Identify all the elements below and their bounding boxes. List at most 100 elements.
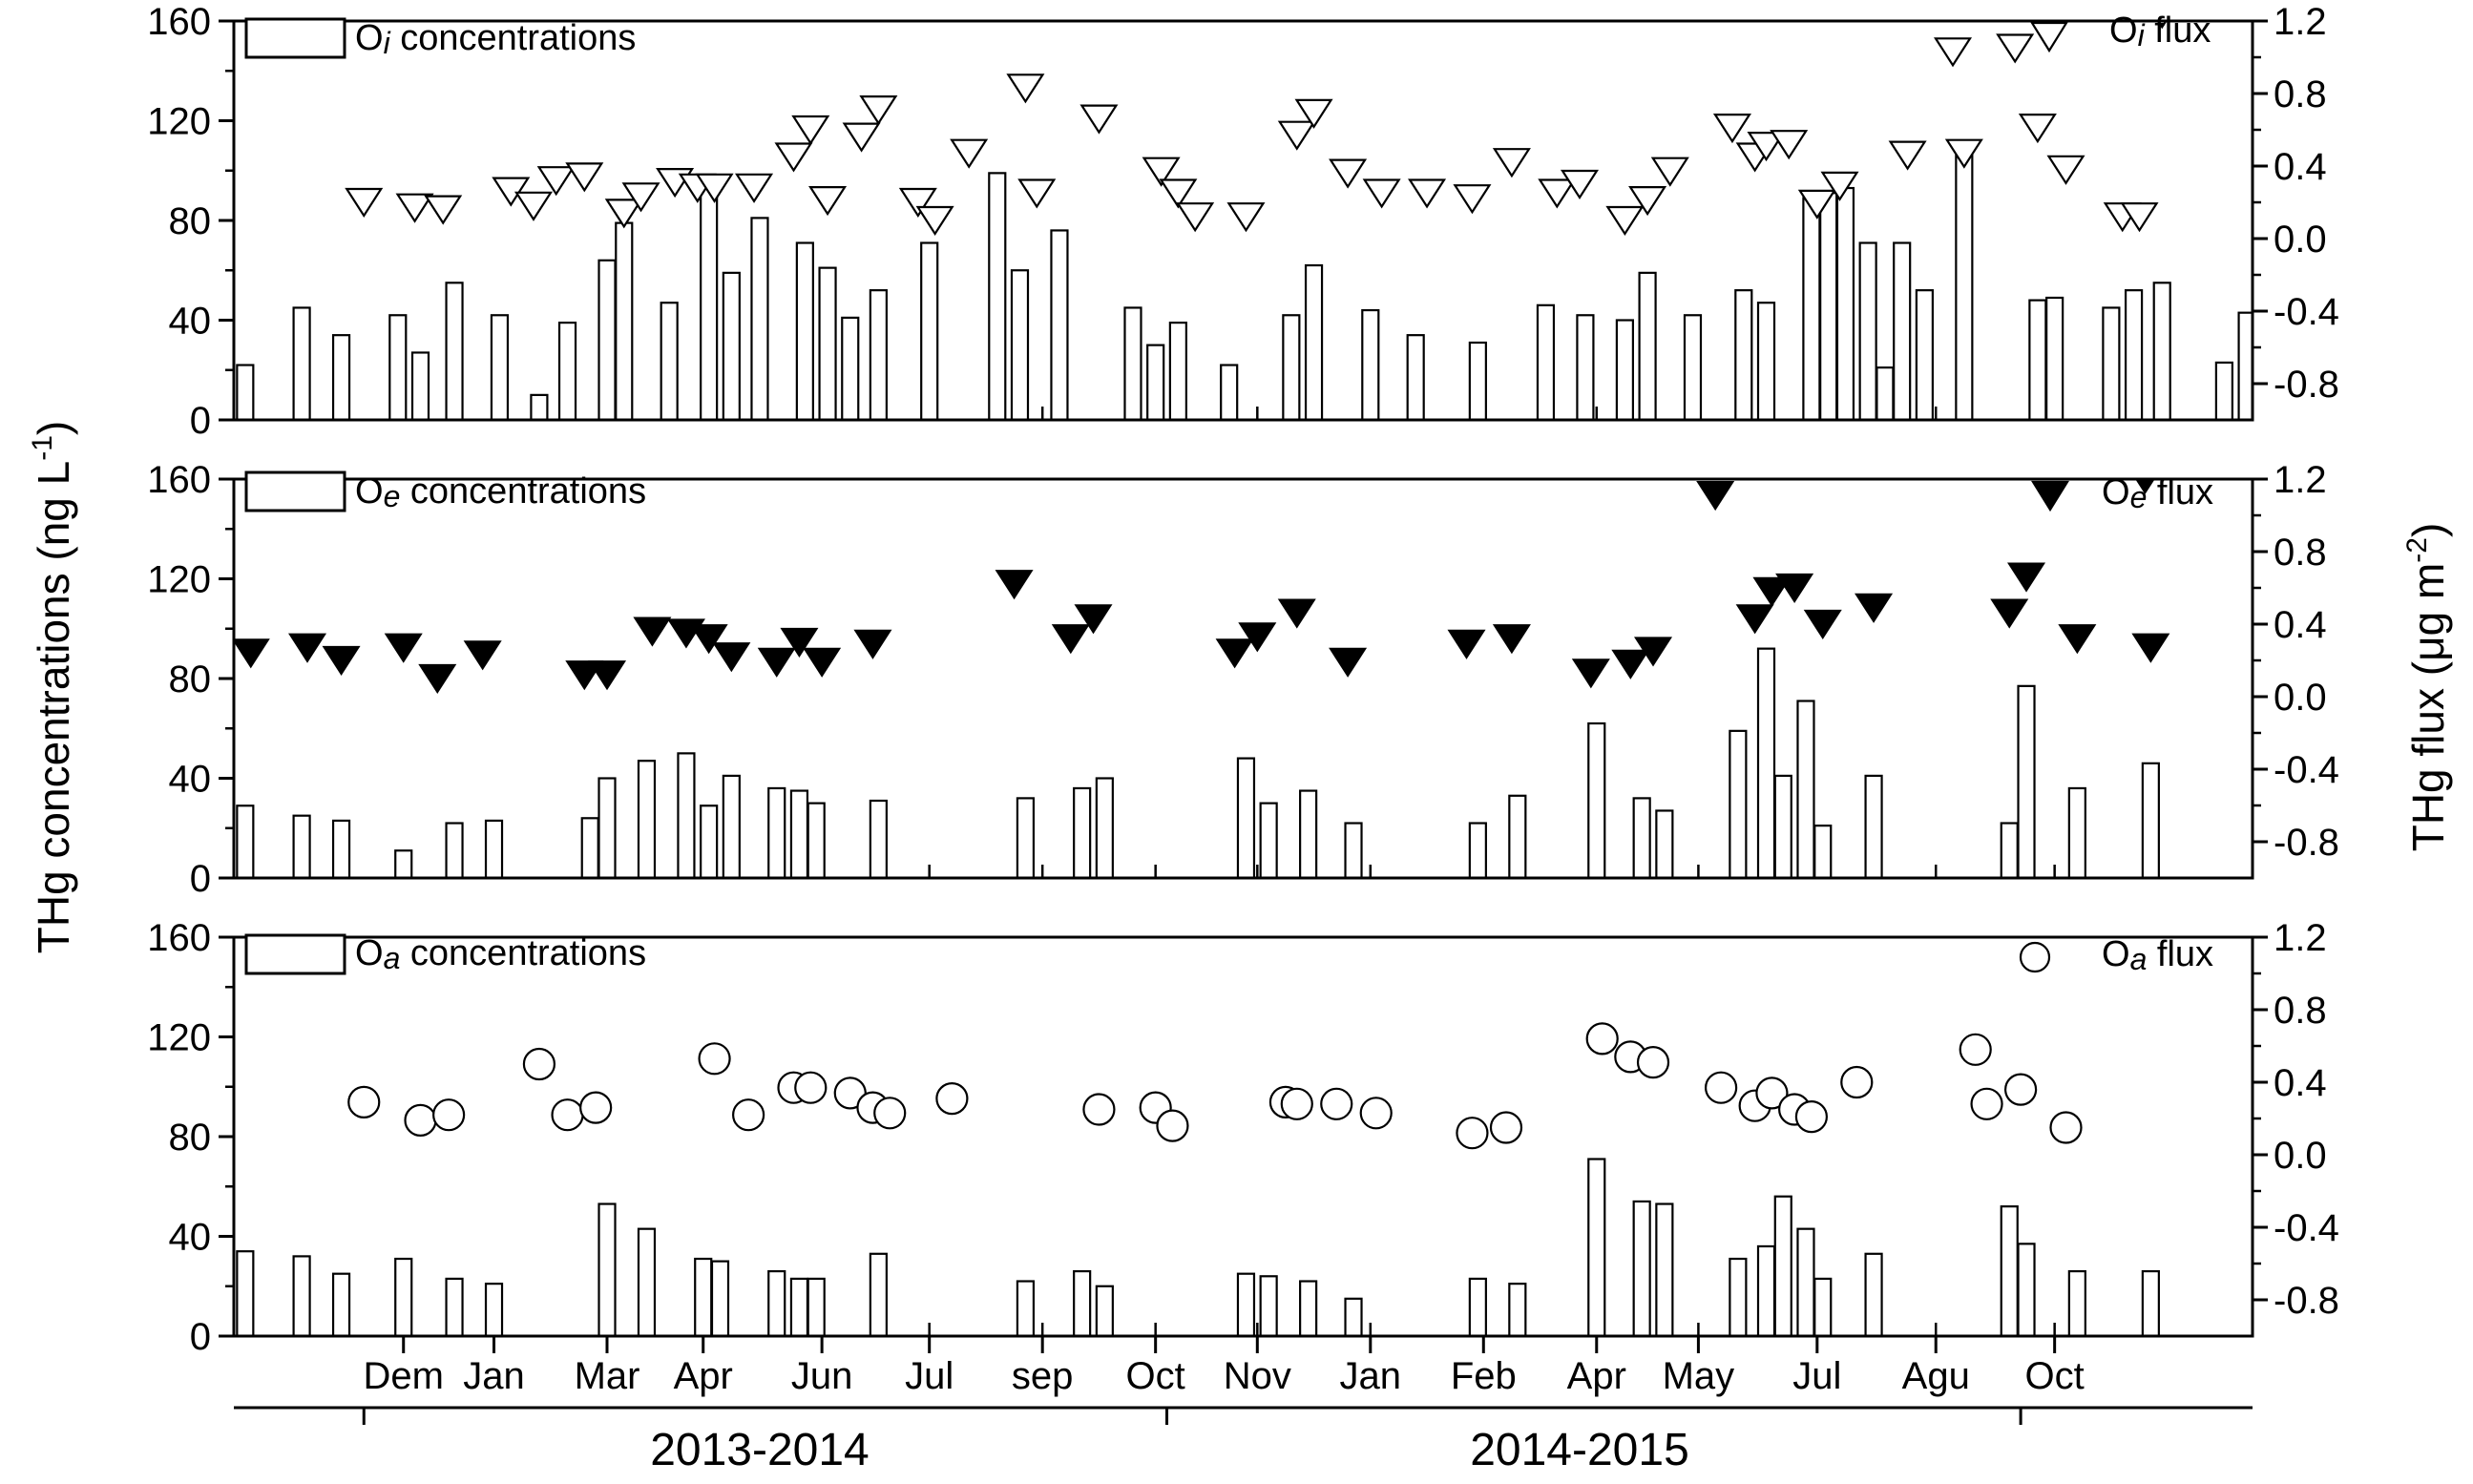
- oi-flux-marker: [1362, 178, 1401, 209]
- oe-flux-marker: [1447, 629, 1486, 659]
- oa-concentration-bar: [807, 1277, 826, 1338]
- svg-text:Oi flux: Oi flux: [2109, 10, 2211, 52]
- oa-flux-marker: [1456, 1117, 1489, 1150]
- left-axis-title-sup: -1: [27, 435, 58, 461]
- oa-concentration-bar: [1729, 1257, 1748, 1338]
- oe-flux-marker: [1803, 609, 1842, 640]
- oi-concentration-bar: [1835, 186, 1855, 422]
- oe-flux-marker: [1775, 573, 1814, 604]
- oi-concentration-bar: [1168, 322, 1187, 422]
- oi-concentration-bar: [2102, 306, 2121, 422]
- oi-concentration-bar: [331, 334, 351, 422]
- oi-flux-marker: [915, 205, 954, 237]
- oi-flux-marker: [1888, 140, 1927, 171]
- oi-concentration-bar: [1893, 241, 1912, 422]
- oi-concentration-bar: [1876, 366, 1895, 422]
- right-axis-title-end: ): [2403, 523, 2453, 537]
- oa-concentration-bar: [292, 1255, 311, 1338]
- oa-concentration-bar: [767, 1269, 786, 1338]
- oa-concentration-bar: [1073, 1269, 1092, 1338]
- oa-concentration-bar: [2067, 1269, 2086, 1338]
- oi-concentration-bar: [445, 282, 464, 422]
- oi-concentration-bar: [1638, 271, 1657, 422]
- svg-text:Oa flux: Oa flux: [2102, 934, 2213, 976]
- oi-concentration-bar: [1734, 289, 1753, 422]
- oi-flux-marker: [2156, 21, 2168, 30]
- oa-flux-marker: [698, 1042, 731, 1076]
- left-axis-title: THg concentrations (ng L-1): [27, 421, 78, 954]
- oe-flux-marker: [418, 663, 457, 695]
- right-axis-title-sup: -2: [2401, 537, 2433, 563]
- oi-right-tick-label: 0.8: [2274, 73, 2327, 115]
- oi-flux-marker: [1159, 178, 1198, 209]
- period-label: 2013-2014: [650, 1425, 870, 1475]
- oi-flux-marker: [735, 173, 774, 203]
- oe-concentration-bar: [767, 786, 786, 880]
- oa-concentration-bar: [394, 1257, 413, 1338]
- oi-flux-marker: [1017, 178, 1057, 209]
- oi-concentration-bar: [750, 217, 769, 422]
- oa-concentration-bar: [1468, 1277, 1487, 1338]
- oi-concentration-bar: [1146, 344, 1165, 422]
- oa-left-tick-label: 40: [169, 1217, 212, 1259]
- oe-flux-marker: [2131, 633, 2170, 663]
- oe-flux-marker: [1074, 604, 1113, 635]
- oe-concentration-bar: [1729, 729, 1748, 880]
- period-label: 2014-2015: [1470, 1425, 1689, 1475]
- month-label: May: [1663, 1355, 1735, 1397]
- oe-concentration-bar: [2017, 684, 2036, 880]
- oe-flux-marker: [1735, 604, 1774, 635]
- oa-concentration-bar: [710, 1260, 730, 1338]
- oe-right-tick-label: -0.4: [2274, 749, 2339, 791]
- oe-concentration-bar: [1344, 822, 1363, 880]
- oi-legend-sub: i: [384, 26, 391, 60]
- oa-concentration-bar: [1016, 1280, 1036, 1338]
- oa-flux-marker: [1156, 1109, 1189, 1142]
- oa-left-tick-label: 80: [169, 1117, 212, 1159]
- oi-flux-marker: [1453, 184, 1492, 215]
- month-label: Feb: [1451, 1355, 1517, 1397]
- oe-flux-marker: [757, 647, 796, 678]
- oi-flux-marker: [604, 199, 643, 229]
- oa-concentration-bar: [1259, 1275, 1278, 1338]
- oe-concentration-bar: [722, 774, 741, 880]
- oi-concentration-bar: [292, 306, 311, 422]
- oi-flux-marker: [1408, 178, 1447, 209]
- oi-flux-legend-text: flux: [2145, 10, 2211, 51]
- oe-flux-legend-letter: O: [2102, 472, 2130, 512]
- oi-flux-marker: [1006, 73, 1045, 104]
- oe-flux-marker: [1855, 593, 1894, 623]
- oi-concentration-bar: [660, 302, 679, 422]
- oi-concentration-bar: [1536, 303, 1556, 422]
- oa-flux-marker: [1585, 1022, 1619, 1056]
- oi-flux-marker: [2018, 114, 2057, 144]
- oe-flux-marker: [587, 660, 627, 691]
- oe-left-tick-label: 120: [147, 559, 211, 601]
- oi-concentration-bar: [236, 364, 255, 422]
- panel-oi: 0 40 80 120 160 -0.8 -0.4 0.0 0.4 0.8 1.2 Oi conce…: [147, 1, 2339, 442]
- oe-flux-legend-text: flux: [2147, 472, 2213, 512]
- oe-concentration-bar: [1016, 797, 1036, 880]
- oa-legend-bar-swatch: [244, 933, 346, 975]
- oi-flux-marker: [1277, 120, 1316, 151]
- oa-flux-marker: [1794, 1099, 1828, 1134]
- oa-flux-marker: [551, 1098, 584, 1132]
- oe-concentration-bar: [869, 799, 888, 880]
- oa-legend-text: concentrations: [400, 933, 646, 973]
- month-label: Apr: [674, 1355, 733, 1397]
- oi-flux-marker: [1628, 186, 1667, 217]
- oa-legend-flux: Oa flux: [2019, 934, 2213, 976]
- oe-legend-flux: Oe flux: [2031, 472, 2213, 514]
- panel-oa: 0 40 80 120 160 -0.8 -0.4 0.0 0.4 0.8 1.2 Oa conce…: [147, 917, 2339, 1358]
- oa-concentration-bar: [1344, 1297, 1363, 1338]
- month-label: Oct: [2025, 1355, 2085, 1397]
- right-axis-title: THg flux (μg m-2): [2401, 523, 2453, 852]
- oi-legend-text: concentrations: [390, 18, 637, 58]
- oi-flux-marker: [2120, 202, 2159, 233]
- oe-flux-marker: [384, 633, 423, 663]
- month-label: Jul: [905, 1355, 954, 1397]
- left-axis-title-text: THg concentrations (ng L: [29, 461, 78, 954]
- oe-right-tick-label: 1.2: [2274, 459, 2327, 501]
- oe-flux-marker: [463, 640, 502, 671]
- oi-concentration-bar: [1406, 334, 1425, 422]
